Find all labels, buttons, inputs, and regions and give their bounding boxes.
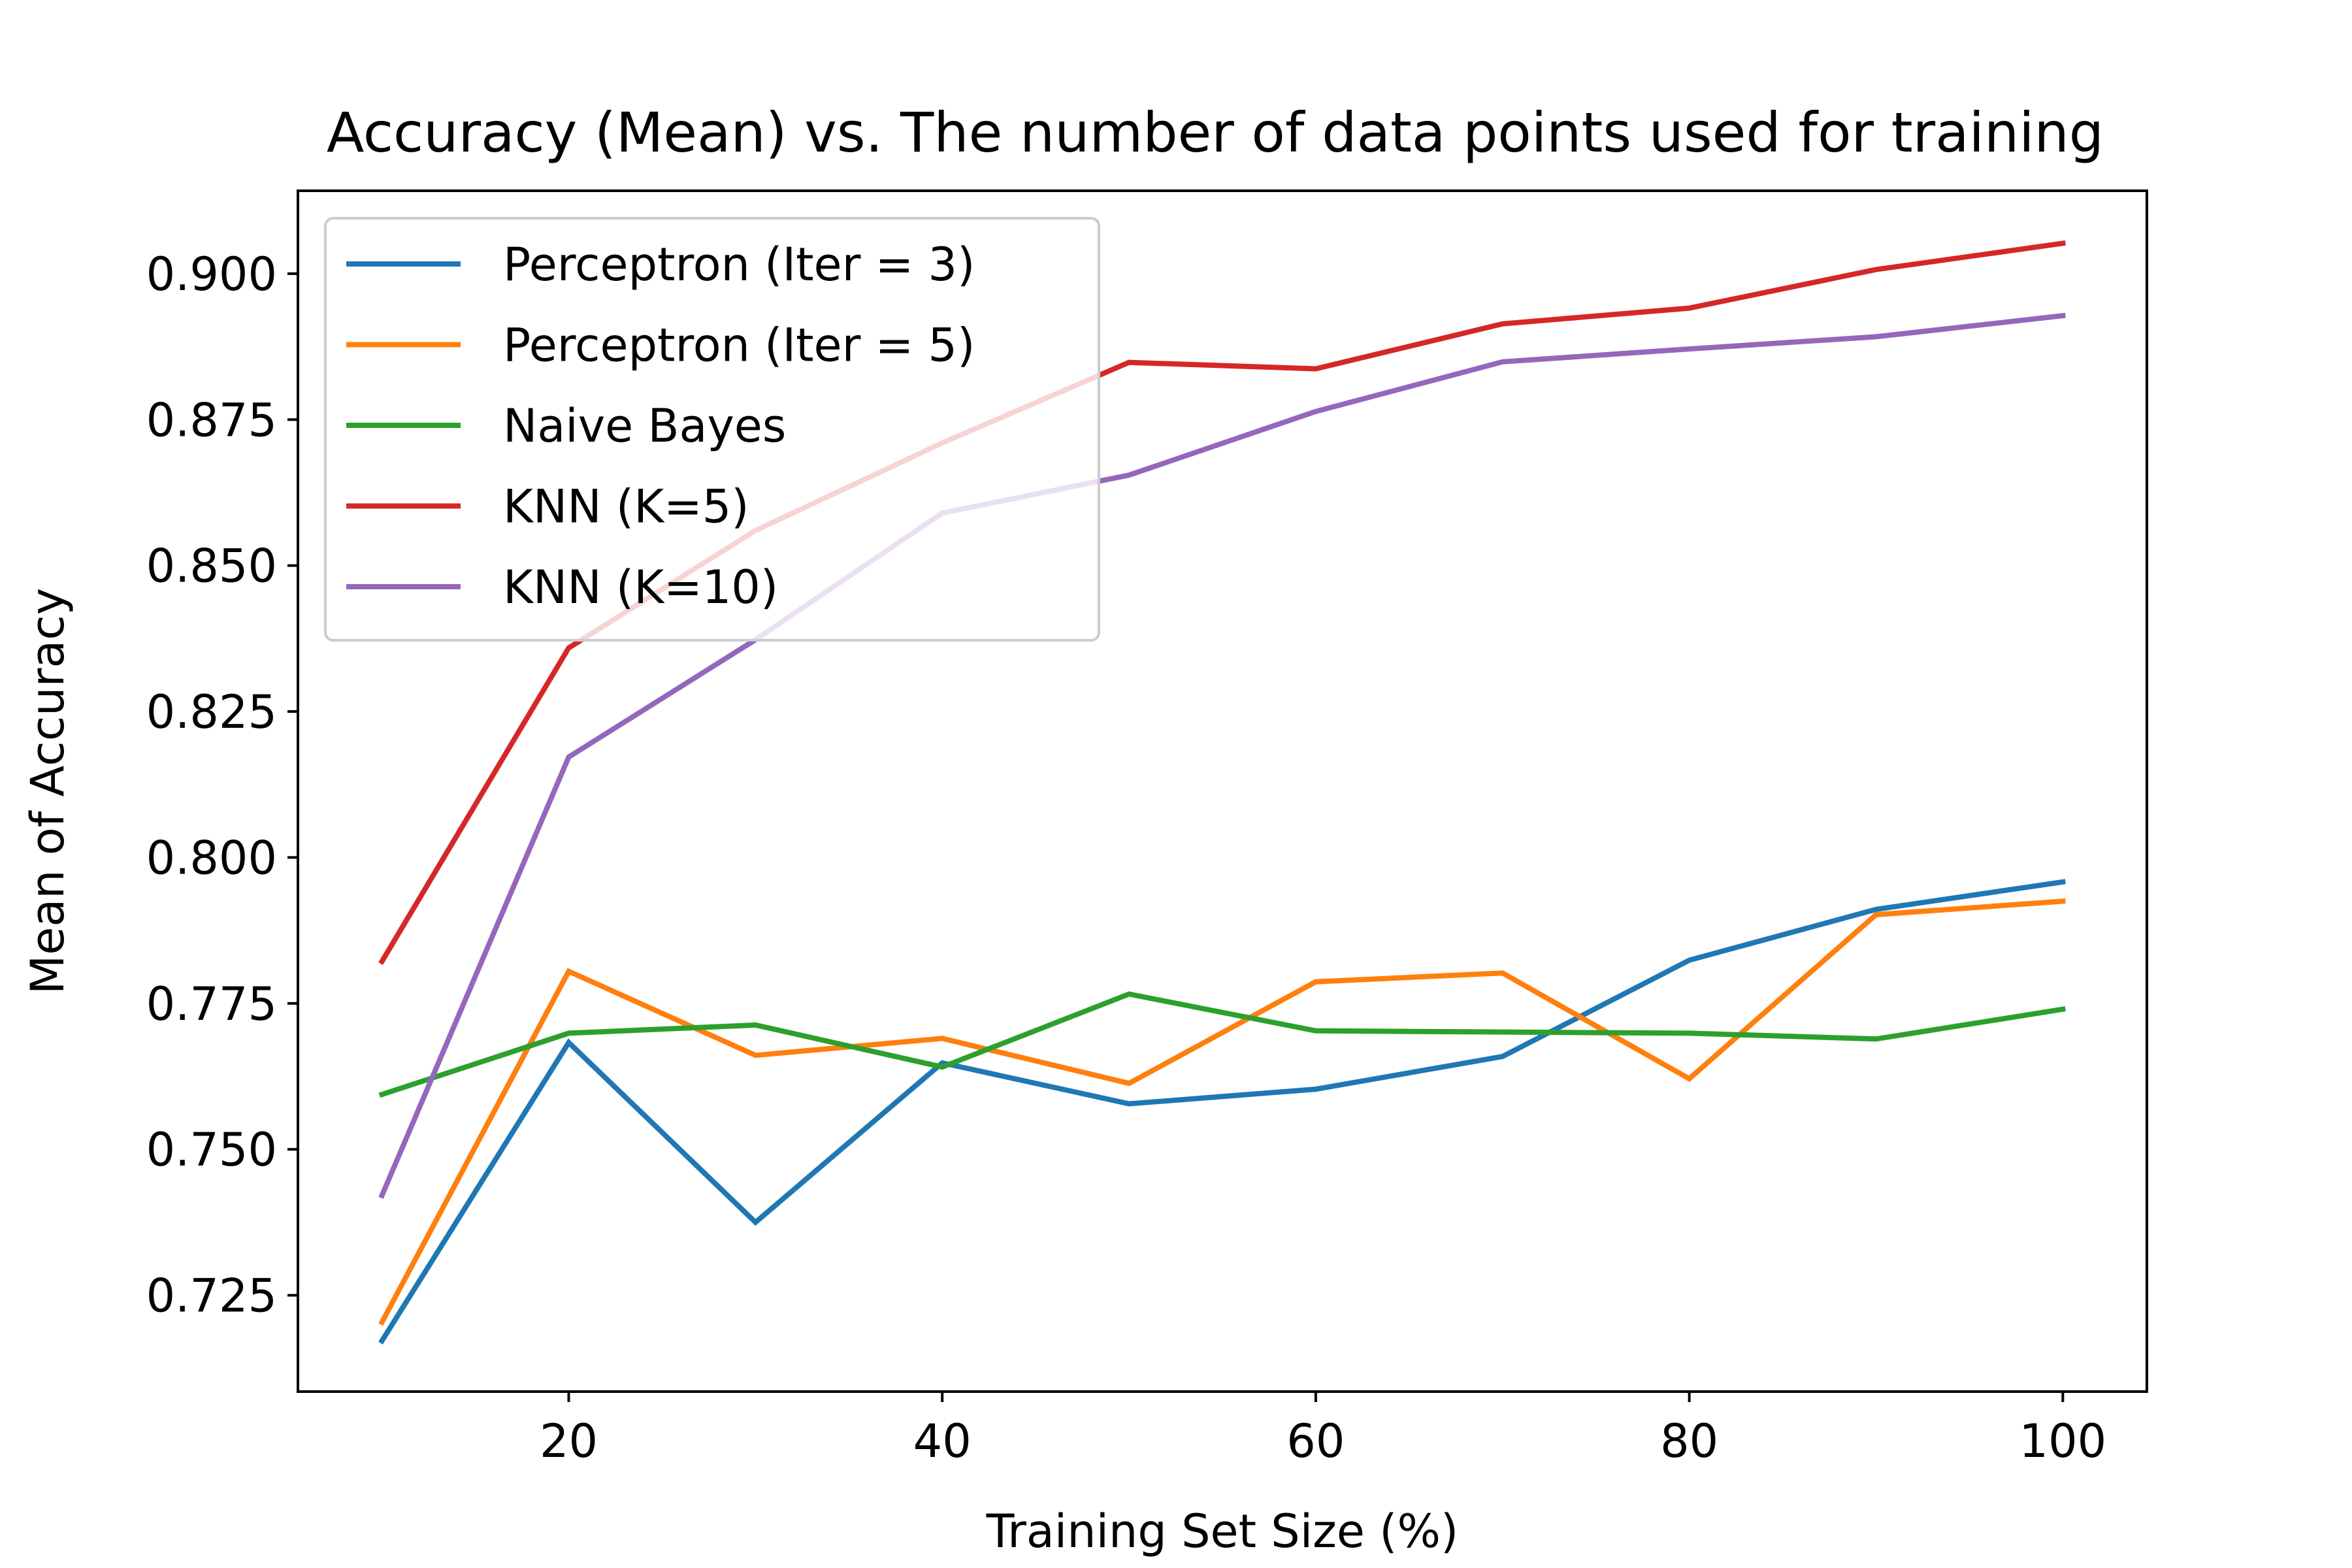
y-tick-label: 0.750 (146, 1123, 277, 1177)
x-tick-label: 60 (1286, 1414, 1345, 1468)
legend-label-knn-k-10: KNN (K=10) (503, 561, 778, 614)
x-axis-label: Training Set Size (%) (986, 1505, 1459, 1558)
y-tick-label: 0.775 (146, 977, 277, 1031)
y-tick-label: 0.875 (146, 393, 277, 447)
series-line-naive-bayes (378, 991, 2066, 1098)
legend-label-naive-bayes: Naive Bayes (503, 399, 786, 453)
plot-frame (297, 189, 2148, 1393)
y-axis: 0.725 0.750 0.775 0.800 0.825 0.850 0.875 0.900 (146, 248, 298, 1323)
x-tick-label: 80 (1660, 1414, 1718, 1468)
series-line-perceptron-iter-3 (378, 879, 2066, 1345)
legend-label-knn-k-5: KNN (K=5) (503, 480, 749, 534)
legend-label-perceptron-iter-5: Perceptron (Iter = 5) (503, 319, 975, 372)
legend: Perceptron (Iter = 3) Perceptron (Iter = … (324, 217, 1100, 642)
series-line-knn-k-10 (378, 312, 2066, 1200)
series-line-perceptron-iter-5 (378, 898, 2066, 1326)
legend-label-perceptron-iter-3: Perceptron (Iter = 3) (503, 238, 975, 291)
chart-title: Accuracy (Mean) vs. The number of data p… (327, 101, 2104, 165)
y-axis-label: Mean of Accuracy (21, 588, 74, 994)
legend-frame (324, 217, 1100, 642)
legend-items: Perceptron (Iter = 3) Perceptron (Iter = … (346, 238, 975, 614)
x-tick-label: 40 (913, 1414, 972, 1468)
y-tick-label: 0.900 (146, 248, 277, 301)
y-tick-label: 0.825 (146, 685, 277, 739)
y-tick-label: 0.850 (146, 540, 277, 593)
y-tick-label: 0.725 (146, 1269, 277, 1323)
x-axis: 20 40 60 80 100 (540, 1392, 2106, 1468)
x-tick-label: 20 (540, 1414, 598, 1468)
x-tick-label: 100 (2019, 1414, 2107, 1468)
y-tick-label: 0.800 (146, 831, 277, 885)
